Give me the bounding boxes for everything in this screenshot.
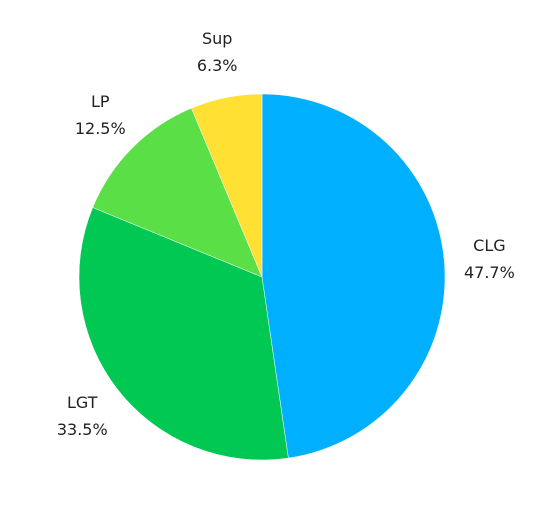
- pie-slice: [191, 93, 263, 278]
- pie-slice: [78, 207, 289, 461]
- slice-label: CLG: [473, 236, 505, 255]
- slice-label: LGT: [67, 393, 98, 412]
- slice-value-label: 6.3%: [197, 56, 238, 75]
- slice-label: Sup: [202, 29, 232, 48]
- slice-label: LP: [91, 92, 110, 111]
- pie-slice: [92, 107, 263, 278]
- slice-value-label: 12.5%: [75, 119, 126, 138]
- pie-slice: [261, 93, 446, 459]
- slice-value-label: 33.5%: [57, 420, 108, 439]
- slice-value-label: 47.7%: [464, 263, 515, 282]
